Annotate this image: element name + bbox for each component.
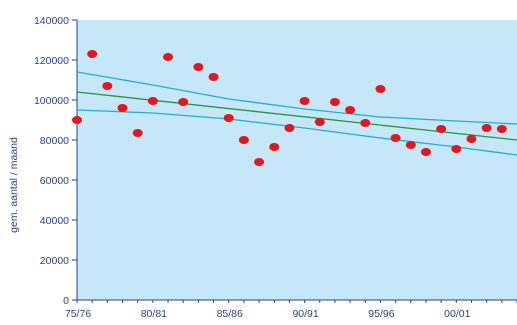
data-point — [284, 124, 295, 132]
data-point — [269, 143, 280, 151]
data-point — [496, 125, 507, 133]
data-point — [254, 158, 265, 166]
data-point — [375, 85, 386, 93]
data-points — [72, 50, 507, 166]
x-tick-label: 80/81 — [141, 308, 167, 320]
data-point — [390, 134, 401, 142]
data-point — [163, 53, 174, 61]
y-tick-label: 0 — [63, 295, 69, 307]
data-point — [345, 106, 356, 114]
x-tick-label: 95/96 — [368, 308, 394, 320]
data-point — [72, 116, 82, 124]
data-point — [451, 145, 462, 153]
data-point — [102, 82, 113, 90]
y-tick-label: 20000 — [40, 255, 69, 267]
data-point — [193, 63, 204, 71]
data-point — [329, 98, 340, 106]
data-point — [481, 124, 492, 132]
x-tick-label: 00/01 — [444, 308, 470, 320]
data-point — [223, 114, 234, 122]
x-tick-label: 90/91 — [292, 308, 318, 320]
data-point — [436, 125, 447, 133]
data-point — [117, 104, 128, 112]
data-point — [314, 118, 325, 126]
y-tick-label: 140000 — [34, 15, 69, 27]
data-point — [466, 135, 477, 143]
data-point — [132, 129, 143, 137]
plot-background — [77, 20, 517, 300]
data-point — [208, 73, 219, 81]
data-point — [87, 50, 98, 58]
x-tick-label: 75/76 — [65, 308, 91, 320]
x-tick-label: 85/86 — [217, 308, 243, 320]
data-point — [238, 136, 249, 144]
data-point — [360, 119, 371, 127]
y-tick-label: 60000 — [40, 175, 69, 187]
trend-line — [76, 71, 517, 125]
data-point — [178, 98, 189, 106]
y-axis-title: gem. aantal / maand — [8, 137, 20, 233]
y-tick-label: 80000 — [40, 135, 69, 147]
y-tick-label: 40000 — [40, 215, 69, 227]
y-axis: 0 20000 40000 60000 80000 100000 120000 140000 — [34, 15, 78, 307]
data-point — [299, 97, 310, 105]
y-tick-label: 100000 — [34, 95, 69, 107]
x-axis: 75/76 80/81 85/86 90/91 95/96 00/01 — [65, 299, 517, 320]
data-point — [420, 148, 431, 156]
y-tick-label: 120000 — [34, 55, 69, 67]
data-point — [405, 141, 416, 149]
data-point — [147, 97, 158, 105]
